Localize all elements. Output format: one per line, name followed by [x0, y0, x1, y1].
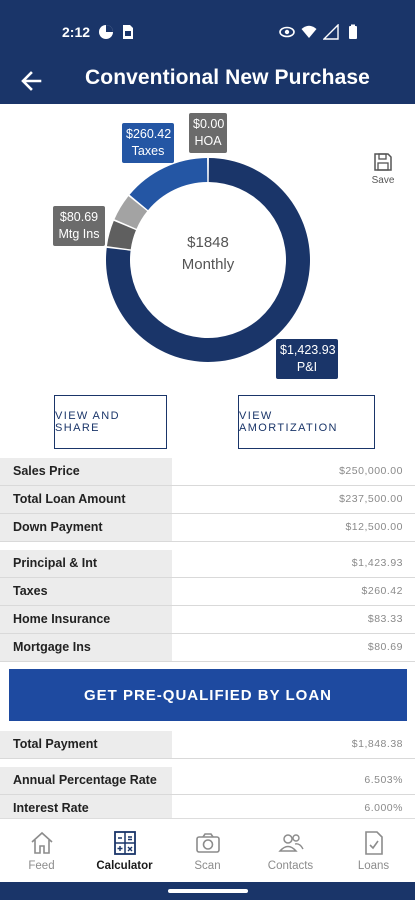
get-pre-qualified-button[interactable]: GET PRE-QUALIFIED BY LOAN	[9, 669, 407, 721]
pi-label: P&I	[296, 360, 318, 374]
save-label: Save	[371, 175, 395, 186]
arrow-left-icon	[21, 71, 42, 91]
row-value: $1,848.38	[172, 731, 415, 758]
home-gesture-bar[interactable]	[168, 889, 248, 893]
total-payment-table: Total Payment $1,848.38	[0, 731, 415, 759]
tab-feed[interactable]: Feed	[0, 819, 83, 882]
table-row: Mortgage Ins $80.69	[0, 634, 415, 662]
row-value: $237,500.00	[172, 486, 415, 513]
status-time: 2:12	[62, 24, 91, 40]
row-label: Down Payment	[0, 514, 172, 541]
table-row: Principal & Int $1,423.93	[0, 550, 415, 578]
tab-label: Calculator	[96, 860, 153, 872]
hoa-label: HOA	[194, 134, 222, 148]
table-row: Down Payment $12,500.00	[0, 514, 415, 542]
status-bar: 2:12	[0, 0, 415, 58]
pi-value: $1,423.93	[280, 343, 336, 357]
mtg-ins-data-label: $80.69 Mtg Ins	[53, 206, 105, 246]
taxes-slice	[129, 158, 208, 211]
calculator-icon	[113, 831, 136, 855]
tab-label: Feed	[28, 860, 55, 872]
row-label: Principal & Int	[0, 550, 172, 577]
rates-table: Annual Percentage Rate 6.503% Interest R…	[0, 767, 415, 823]
row-value: $1,423.93	[172, 550, 415, 577]
document-check-icon	[364, 831, 383, 855]
sim-card-icon	[123, 25, 133, 39]
row-value: $83.33	[172, 606, 415, 633]
table-row: Total Payment $1,848.38	[0, 731, 415, 759]
pi-data-label: $1,423.93 P&I	[276, 339, 338, 379]
row-value: 6.000%	[172, 795, 415, 822]
table-row: Sales Price $250,000.00	[0, 458, 415, 486]
app-notification-icon	[99, 25, 113, 39]
row-value: 6.503%	[172, 767, 415, 794]
taxes-label: Taxes	[131, 144, 165, 158]
row-label: Total Payment	[0, 731, 172, 758]
payment-breakdown-table: Principal & Int $1,423.93 Taxes $260.42 …	[0, 550, 415, 662]
home-icon	[30, 831, 53, 854]
battery-icon	[349, 24, 357, 39]
table-row: Taxes $260.42	[0, 578, 415, 606]
row-value: $12,500.00	[172, 514, 415, 541]
floppy-disk-icon	[374, 153, 392, 171]
row-label: Total Loan Amount	[0, 486, 172, 513]
row-value: $260.42	[172, 578, 415, 605]
loan-summary-table: Sales Price $250,000.00 Total Loan Amoun…	[0, 458, 415, 542]
view-and-share-button[interactable]: VIEW AND SHARE	[54, 395, 167, 449]
contacts-icon	[277, 834, 304, 852]
bottom-tab-bar: Feed Calculator Scan Contacts Loans	[0, 818, 415, 882]
row-label: Taxes	[0, 578, 172, 605]
row-label: Mortgage Ins	[0, 634, 172, 661]
table-row: Total Loan Amount $237,500.00	[0, 486, 415, 514]
system-nav-bar	[0, 882, 415, 900]
table-row: Interest Rate 6.000%	[0, 795, 415, 823]
mtg-ins-slice	[106, 220, 136, 250]
signal-icon	[323, 24, 339, 40]
hoa-value: $0.00	[193, 117, 225, 131]
mtg-ins-label: Mtg Ins	[58, 227, 100, 241]
taxes-data-label: $260.42 Taxes	[122, 123, 174, 163]
tab-loans[interactable]: Loans	[332, 819, 415, 882]
payment-chart: $1848 Monthly $260.42 Taxes $0.00 HOA $8…	[0, 104, 415, 454]
row-label: Interest Rate	[0, 795, 172, 822]
tab-contacts[interactable]: Contacts	[249, 819, 332, 882]
tab-label: Contacts	[267, 860, 314, 872]
camera-icon	[195, 833, 220, 853]
taxes-value: $260.42	[126, 127, 172, 141]
chart-center-label: Monthly	[181, 256, 235, 273]
home-insurance-slice	[114, 196, 148, 229]
table-row: Home Insurance $83.33	[0, 606, 415, 634]
back-button[interactable]	[14, 64, 48, 98]
hoa-data-label: $0.00 HOA	[189, 113, 227, 153]
tab-label: Scan	[194, 860, 221, 872]
row-label: Sales Price	[0, 458, 172, 485]
row-value: $250,000.00	[172, 458, 415, 485]
wifi-icon	[301, 25, 317, 38]
row-label: Home Insurance	[0, 606, 172, 633]
eye-icon	[279, 26, 295, 38]
view-amortization-button[interactable]: VIEW AMORTIZATION	[238, 395, 375, 449]
row-label: Annual Percentage Rate	[0, 767, 172, 794]
chart-center-amount: $1848	[187, 234, 229, 251]
donut-chart	[106, 158, 310, 363]
page-title: Conventional New Purchase	[85, 66, 370, 89]
app-bar: Conventional New Purchase	[0, 58, 415, 104]
table-row: Annual Percentage Rate 6.503%	[0, 767, 415, 795]
tab-label: Loans	[357, 860, 390, 872]
row-value: $80.69	[172, 634, 415, 661]
tab-scan[interactable]: Scan	[166, 819, 249, 882]
mtg-ins-value: $80.69	[59, 210, 99, 224]
tab-calculator[interactable]: Calculator	[83, 819, 166, 882]
save-button[interactable]: Save	[368, 152, 398, 186]
